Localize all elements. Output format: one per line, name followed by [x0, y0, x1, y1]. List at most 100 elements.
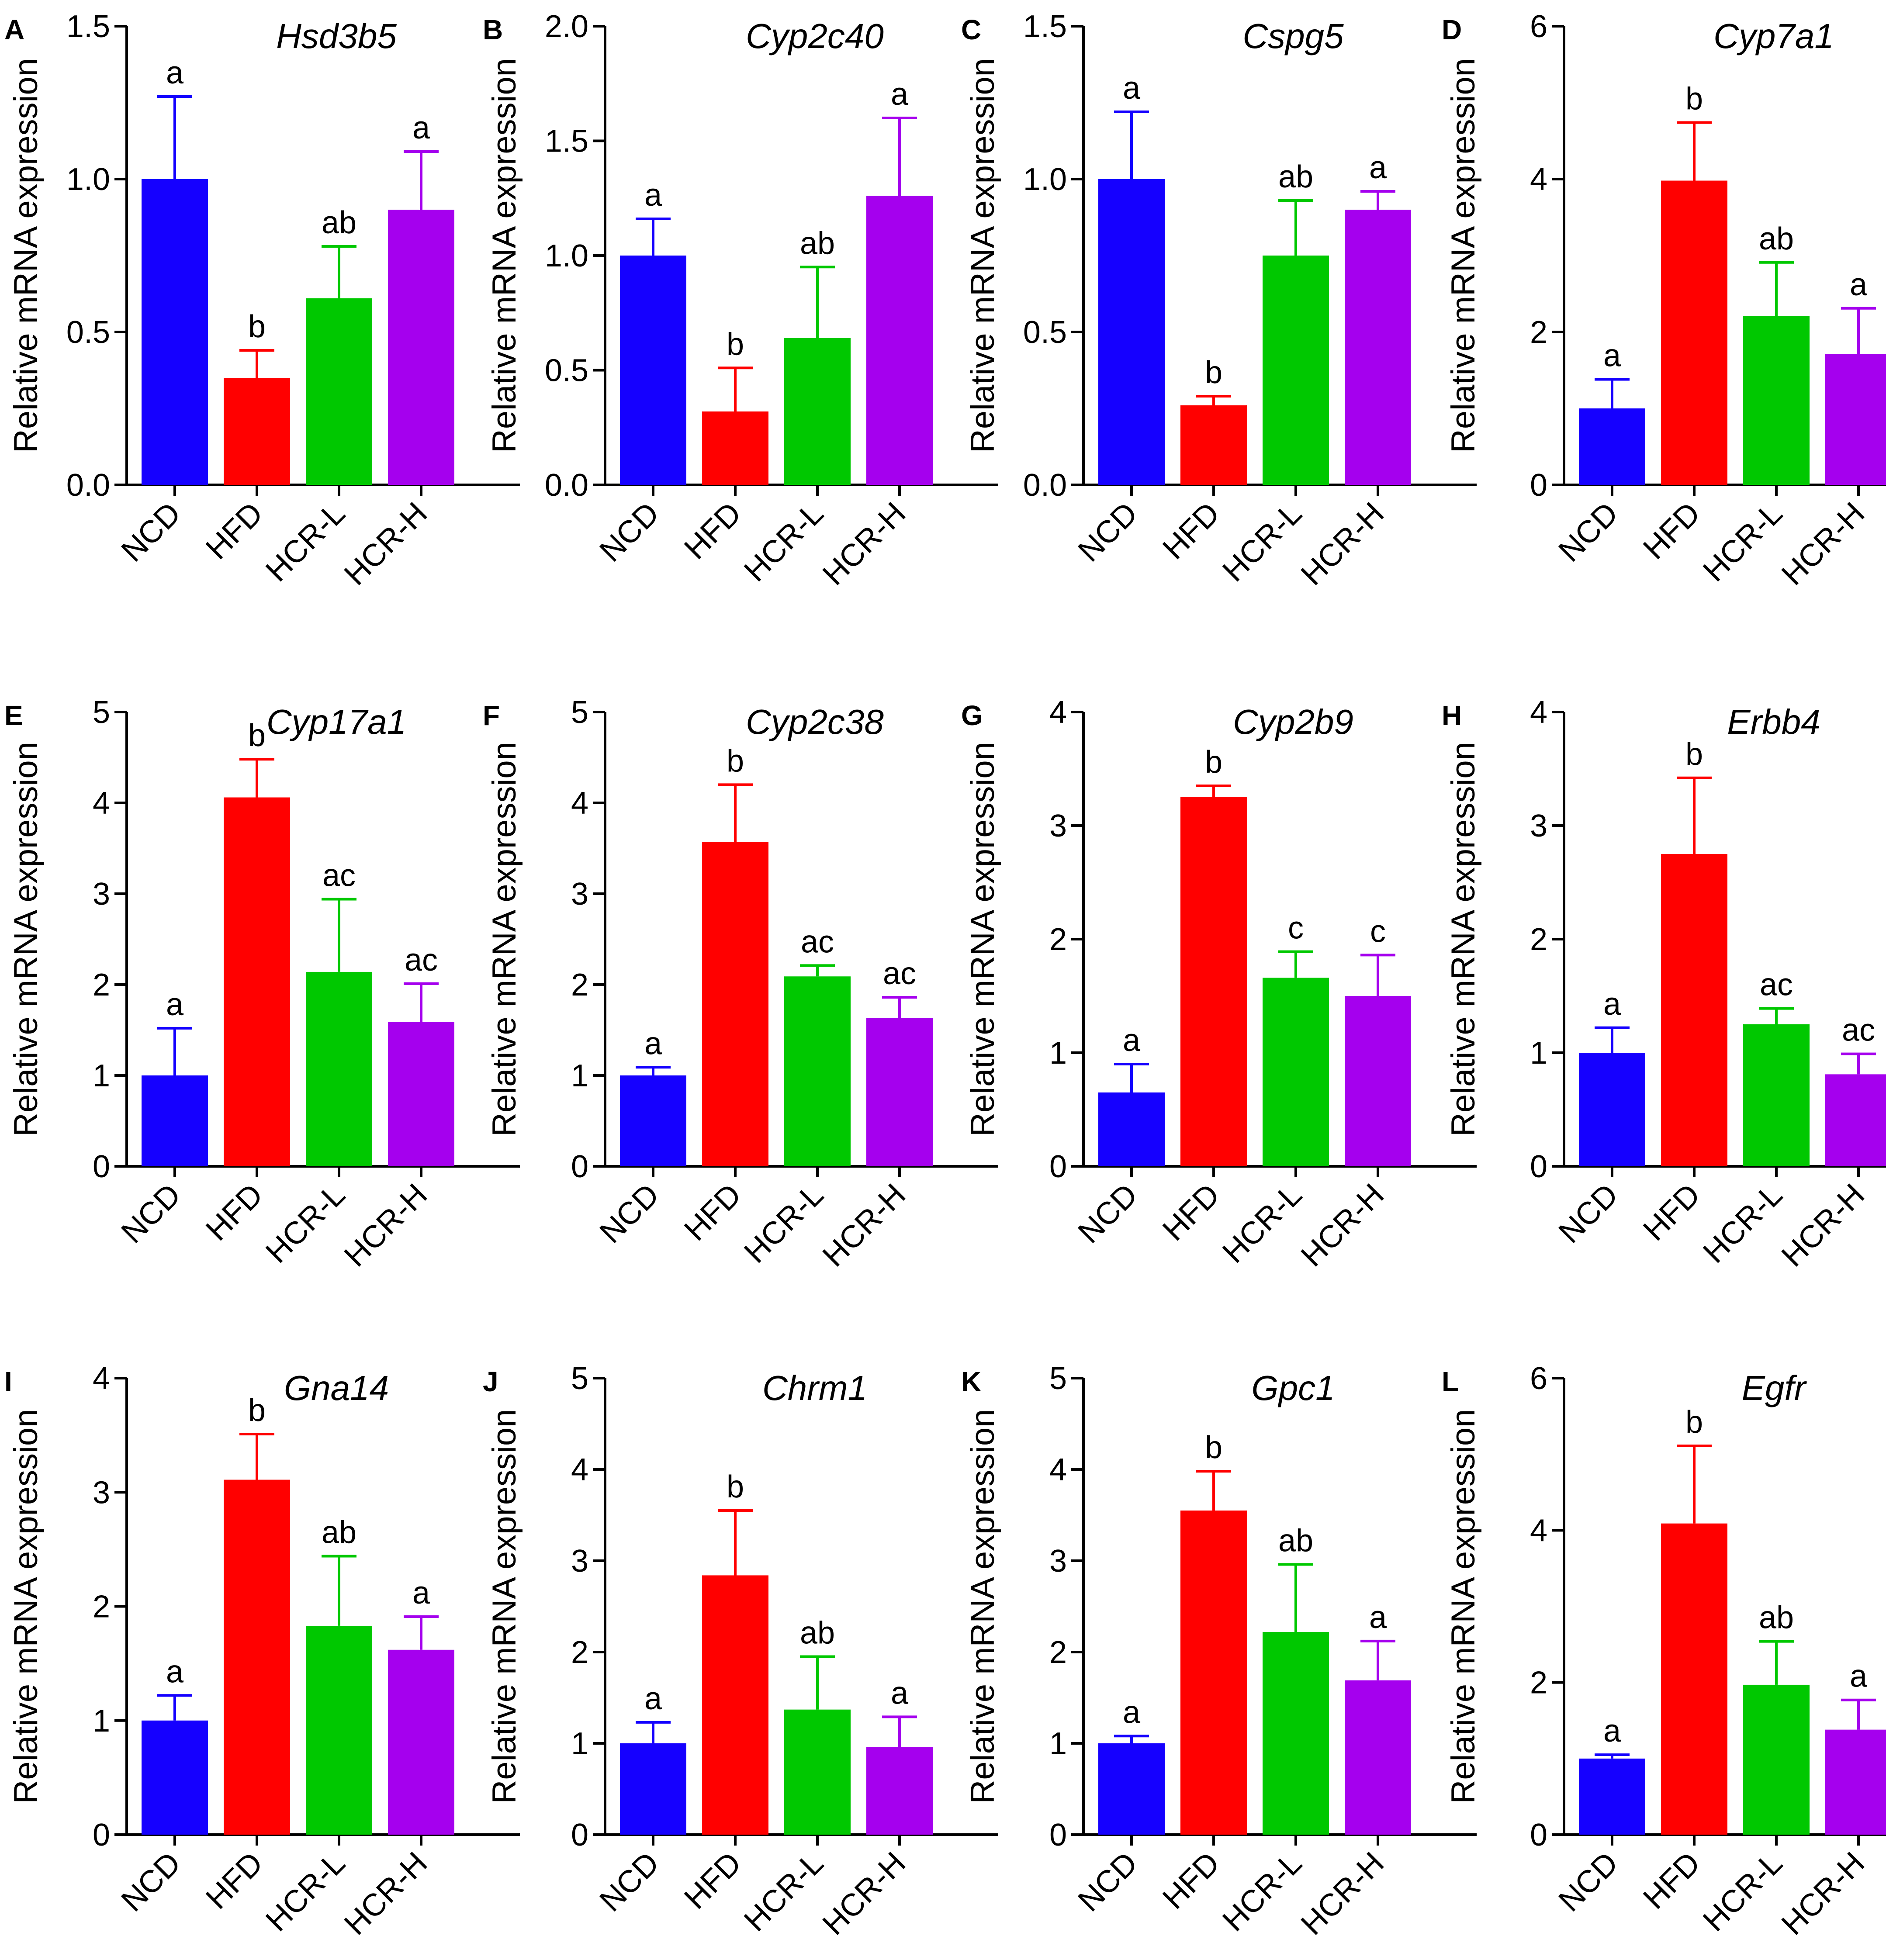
- significance-label: b: [248, 718, 266, 753]
- significance-label: ac: [1760, 968, 1793, 1002]
- significance-label: b: [727, 327, 744, 362]
- significance-label: c: [1288, 911, 1304, 946]
- x-tick-label: HCR-H: [1775, 1177, 1872, 1274]
- significance-label: b: [1205, 1430, 1222, 1465]
- x-tick-label: HCR-H: [338, 1177, 434, 1274]
- y-tick-label: 1.0: [1023, 162, 1067, 197]
- significance-label: ab: [800, 226, 835, 261]
- y-tick-label: 1.5: [545, 124, 588, 159]
- bar-ncd: [620, 256, 686, 485]
- bar-hfd: [224, 797, 290, 1166]
- significance-label: b: [248, 1393, 266, 1428]
- significance-label: ac: [322, 858, 356, 893]
- bar-ncd: [620, 1075, 686, 1166]
- y-axis-label: Relative mRNA expression: [486, 58, 523, 453]
- x-tick-label: HCR-H: [1775, 1846, 1872, 1942]
- significance-label: a: [166, 1654, 184, 1689]
- bar-hfd: [1661, 854, 1727, 1166]
- y-axis-label: Relative mRNA expression: [964, 58, 1001, 453]
- bar-hcr-h: [1825, 1074, 1886, 1166]
- panel-letter: H: [1442, 700, 1462, 731]
- gene-title: Gpc1: [1251, 1369, 1335, 1407]
- y-axis-label: Relative mRNA expression: [486, 742, 523, 1137]
- panel-b: B Cyp2c40 Relative mRNA expression 0.0 0.5 1.…: [483, 9, 998, 592]
- y-axis-label: Relative mRNA expression: [7, 742, 45, 1137]
- significance-label: b: [248, 309, 266, 344]
- significance-label: a: [1850, 267, 1868, 302]
- bar-hfd: [702, 842, 768, 1166]
- x-tick-label: HCR-H: [1294, 1846, 1391, 1942]
- y-tick-label: 3: [571, 1544, 588, 1579]
- bar-hcr-l: [1743, 1684, 1810, 1835]
- significance-label: b: [1205, 745, 1222, 780]
- x-tick-label: HCR-H: [1775, 496, 1872, 592]
- y-tick-label: 1: [571, 1058, 588, 1093]
- bar-ncd: [620, 1743, 686, 1835]
- significance-label: a: [1369, 1600, 1387, 1635]
- y-tick-label: 4: [1530, 695, 1547, 730]
- bar-hfd: [702, 1575, 768, 1835]
- panel-letter: B: [483, 14, 503, 45]
- panel-g: G Cyp2b9 Relative mRNA expression 0 1 2 3 4 a NCD…: [961, 695, 1477, 1273]
- y-tick-label: 6: [1530, 1361, 1547, 1396]
- bar-hcr-l: [1263, 256, 1329, 485]
- panel-letter: L: [1442, 1366, 1459, 1397]
- panel-h: H Erbb4 Relative mRNA expression 0 1 2 3 4 a NCD b…: [1442, 695, 1886, 1273]
- y-tick-label: 0: [1530, 1149, 1547, 1184]
- bar-hfd: [224, 378, 290, 485]
- x-tick-label: NCD: [593, 1177, 666, 1250]
- x-tick-label: NCD: [1552, 496, 1625, 569]
- x-tick-label: HFD: [1637, 1846, 1707, 1916]
- y-tick-label: 4: [1530, 1513, 1547, 1548]
- bar-hfd: [1180, 1511, 1247, 1835]
- x-tick-label: HCR-H: [816, 1846, 913, 1942]
- x-tick-label: NCD: [114, 1177, 187, 1250]
- y-axis-label: Relative mRNA expression: [964, 742, 1001, 1137]
- y-tick-label: 1: [93, 1058, 110, 1093]
- bar-hfd: [702, 411, 768, 485]
- y-tick-label: 5: [93, 695, 110, 730]
- y-tick-label: 2: [1049, 922, 1067, 957]
- y-tick-label: 1.0: [66, 162, 110, 197]
- gene-title: Cyp2b9: [1233, 702, 1353, 741]
- y-tick-label: 3: [1049, 1544, 1067, 1579]
- significance-label: a: [412, 111, 430, 145]
- y-tick-label: 1: [1049, 1726, 1067, 1761]
- significance-label: ab: [322, 205, 356, 240]
- y-tick-label: 2: [571, 1635, 588, 1670]
- bar-hcr-h: [1825, 354, 1886, 485]
- significance-label: a: [1123, 71, 1141, 106]
- significance-label: b: [1685, 737, 1703, 772]
- y-axis-label: Relative mRNA expression: [964, 1409, 1001, 1804]
- y-tick-label: 2.0: [545, 9, 588, 44]
- gene-title: Gna14: [284, 1369, 389, 1407]
- y-tick-label: 4: [571, 1452, 588, 1487]
- y-tick-label: 3: [571, 877, 588, 912]
- bar-hcr-h: [866, 1018, 933, 1166]
- y-tick-label: 0: [1530, 468, 1547, 503]
- panel-letter: J: [483, 1366, 498, 1397]
- significance-label: a: [891, 77, 909, 112]
- x-tick-label: HCR-L: [1696, 496, 1789, 588]
- significance-label: ab: [800, 1615, 835, 1650]
- significance-label: a: [166, 55, 184, 90]
- bar-ncd: [1579, 1053, 1645, 1166]
- y-axis-label: Relative mRNA expression: [486, 1409, 523, 1804]
- significance-label: a: [644, 1026, 662, 1061]
- bar-hcr-l: [784, 338, 851, 485]
- y-tick-label: 1: [571, 1726, 588, 1761]
- significance-label: c: [1370, 914, 1386, 949]
- x-tick-label: NCD: [114, 496, 187, 569]
- y-axis-label: Relative mRNA expression: [7, 1409, 45, 1804]
- panel-l: L Egfr Relative mRNA expression 0 2 4 6 a NCD b HF…: [1442, 1361, 1886, 1942]
- gene-title: Hsd3b5: [276, 17, 397, 55]
- panel-k: K Gpc1 Relative mRNA expression 0 1 2 3 4 5 a NCD b…: [961, 1361, 1477, 1942]
- significance-label: ac: [405, 943, 438, 978]
- significance-label: b: [1685, 1405, 1703, 1440]
- significance-label: b: [1205, 355, 1222, 390]
- x-tick-label: HCR-L: [1216, 1177, 1308, 1270]
- y-tick-label: 4: [1530, 162, 1547, 197]
- y-tick-label: 5: [1049, 1361, 1067, 1396]
- x-tick-label: NCD: [114, 1846, 187, 1919]
- significance-label: ab: [322, 1515, 356, 1550]
